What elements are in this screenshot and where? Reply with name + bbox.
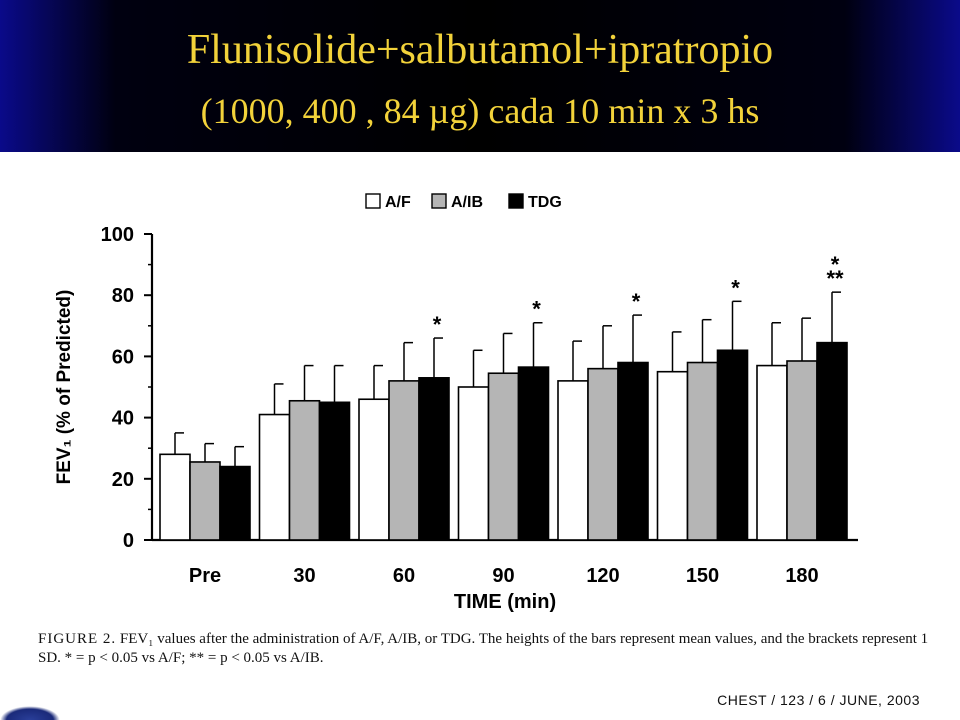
bar-tdg-150 [716,349,749,541]
bar-a-f-60 [358,398,390,541]
bar-tdg-180 [816,341,848,541]
bar-a-f-180 [756,364,788,541]
caption-label: FIGURE 2. [38,631,117,647]
bar-tdg-60 [418,377,450,541]
caption-text: FEV₁ values after the administration of … [38,631,929,666]
significance-marker: * [433,312,442,337]
bar-a-ib-60 [388,380,420,541]
legend-swatch-a-f [365,193,381,209]
figure-caption: FIGURE 2. FEV₁ values after the administ… [38,630,938,668]
significance-marker: * [731,275,740,300]
slide-header: Flunisolide+salbutamol+ipratropio (1000,… [0,0,960,152]
bar-a-f-90 [457,386,490,541]
y-tick-label: 20 [112,469,134,491]
x-tick-label: 120 [586,565,619,587]
y-tick-label: 100 [101,224,134,246]
bar-a-ib-90 [487,372,520,541]
bar-a-f-120 [557,380,589,541]
x-tick-label: Pre [189,565,221,587]
bar-a-ib-150 [686,361,719,541]
bar-a-ib-30 [288,399,321,541]
bar-tdg-90 [517,366,550,541]
bar-tdg-120 [617,361,649,541]
y-tick-label: 80 [112,285,134,307]
bar-tdg-Pre [219,465,251,541]
x-axis-label: TIME (min) [454,591,556,613]
x-tick-label: 30 [293,565,315,587]
x-tick-label: 150 [686,565,719,587]
chart-area: 0 20 40 60 80 100 FEV₁ (% of Predicted) Pre 30 60… [0,152,960,720]
y-tick-label: 60 [112,346,134,368]
legend-label-tdg: TDG [528,194,562,211]
significance-marker: * [632,289,641,314]
slide-subtitle: (1000, 400 , 84 µg) cada 10 min x 3 hs [200,91,760,131]
legend-swatch-tdg [508,193,524,209]
legend-swatch-a-ib [431,193,447,209]
y-tick-label: 0 [123,530,134,552]
source-citation: CHEST / 123 / 6 / JUNE, 2003 [717,692,920,708]
x-tick-label: 90 [492,565,514,587]
bar-a-ib-120 [587,367,619,541]
fev1-bar-chart: 0 20 40 60 80 100 FEV₁ (% of Predicted) Pre 30 60… [54,193,858,613]
bar-a-f-30 [258,413,291,541]
legend-label-a-ib: A/IB [451,194,483,211]
slide-title: Flunisolide+salbutamol+ipratropio [186,27,774,73]
corner-decoration [0,706,60,720]
bar-a-ib-180 [786,360,818,541]
y-axis-label: FEV₁ (% of Predicted) [54,290,75,485]
bar-a-f-150 [656,370,689,541]
significance-marker: ** [826,266,844,291]
significance-marker: * [532,297,541,322]
legend-label-a-f: A/F [385,194,411,211]
bar-tdg-30 [318,401,351,541]
significance-marker: * [831,252,840,277]
bar-a-ib-Pre [189,461,221,541]
x-tick-label: 60 [393,565,415,587]
y-tick-label: 40 [112,408,134,430]
x-tick-label: 180 [785,565,818,587]
bar-a-f-Pre [159,453,191,541]
